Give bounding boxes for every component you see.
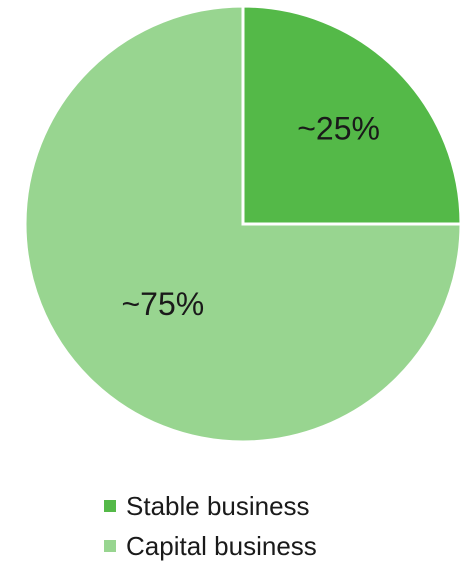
legend-label-capital-business: Capital business — [126, 531, 317, 561]
data-label-stable-business: ~25% — [297, 110, 380, 146]
legend-swatch-capital-business — [104, 540, 116, 552]
pie-data-labels: ~25% ~75% — [121, 110, 379, 322]
legend-label-stable-business: Stable business — [126, 491, 310, 521]
pie-slice-capital-business — [23, 4, 463, 444]
data-label-capital-business: ~75% — [121, 286, 204, 322]
legend-swatch-stable-business — [104, 500, 116, 512]
legend: Stable business Capital business — [104, 486, 317, 566]
pie-slice-stable-business — [241, 4, 463, 226]
pie-slices — [23, 4, 463, 444]
legend-item-capital-business: Capital business — [104, 526, 317, 566]
legend-item-stable-business: Stable business — [104, 486, 317, 526]
